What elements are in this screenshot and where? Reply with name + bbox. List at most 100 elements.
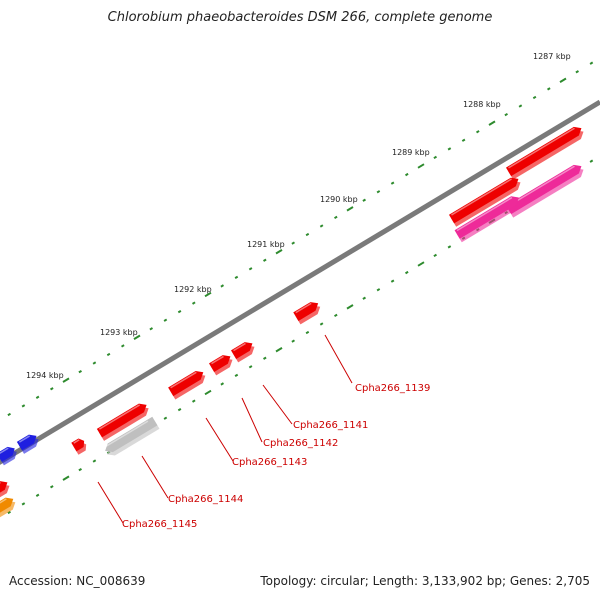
gene-pink-highlight <box>456 196 513 232</box>
outer-minor-tick <box>149 327 154 331</box>
outer-major-tick <box>204 291 212 298</box>
gene-red-upper <box>448 177 521 227</box>
inner-minor-tick <box>376 288 381 292</box>
outer-minor-tick <box>49 387 54 391</box>
inner-minor-tick <box>404 270 409 275</box>
inner-major-tick <box>346 304 354 310</box>
outer-minor-tick <box>120 344 125 348</box>
outer-minor-tick <box>319 224 324 228</box>
gene-cpha266-1139-highlight <box>295 302 312 314</box>
outer-major-tick <box>346 206 354 212</box>
gene-orange-highlight <box>0 498 7 508</box>
gene-cpha266-1145-body <box>71 438 85 452</box>
gene-red-edge <box>0 481 10 502</box>
gene-cpha266-1141-body <box>230 342 253 359</box>
inner-minor-tick <box>78 467 83 472</box>
outer-minor-tick <box>376 190 381 194</box>
outer-minor-tick <box>575 70 580 74</box>
inner-minor-tick <box>589 159 594 163</box>
kbp-tick-label: 1291 kbp <box>247 240 285 249</box>
inner-minor-tick <box>220 382 225 386</box>
gene-red-edge-body <box>0 481 8 498</box>
gene-labels: Cpha266_1139 Cpha266_1141 Cpha266_1142 Cpha… <box>122 383 430 530</box>
outer-minor-tick <box>390 181 395 185</box>
gene-pink <box>454 196 521 243</box>
outer-minor-tick <box>362 198 367 202</box>
gene-blue-body <box>16 434 37 451</box>
gene-red-upper-highlight <box>508 127 575 169</box>
gene-pink-highlight <box>508 165 575 207</box>
gene-cpha266-1144-body <box>96 403 147 438</box>
map-title: Chlorobium phaeobacteroides DSM 266, com… <box>107 10 493 25</box>
gene-pink-body <box>454 196 519 239</box>
gene-cpha266-1139-body <box>293 302 319 321</box>
genome-backbone <box>0 99 600 465</box>
gene-pink-body <box>505 164 582 215</box>
gene-label-cpha266-1145: Cpha266_1145 <box>122 519 197 530</box>
outer-minor-tick <box>163 318 168 322</box>
outer-major-tick <box>133 334 141 341</box>
outer-major-tick <box>275 249 283 255</box>
outer-major-tick <box>62 377 70 383</box>
gene-label-cpha266-1139: Cpha266_1139 <box>355 383 430 394</box>
gene-cpha266-1143-body <box>168 371 204 397</box>
outer-minor-tick <box>92 361 97 365</box>
leader-line <box>262 384 293 425</box>
outer-minor-tick <box>447 147 452 151</box>
outer-major-tick <box>488 120 496 126</box>
inner-minor-tick <box>7 510 12 515</box>
outer-minor-tick <box>35 395 40 399</box>
inner-minor-tick <box>177 408 182 412</box>
outer-major-tick <box>417 163 425 169</box>
gene-blue <box>0 446 17 466</box>
gene-cpha266-1142 <box>208 355 233 376</box>
kbp-tick-labels: 1287 kbp 1288 kbp 1289 kbp 1290 kbp 1291 kbp… <box>26 52 571 380</box>
kbp-tick-label: 1290 kbp <box>320 195 358 204</box>
outer-minor-tick <box>248 267 253 271</box>
leader-line <box>97 481 124 524</box>
leader-line <box>324 334 353 384</box>
outer-minor-tick <box>177 310 182 314</box>
outer-minor-tick <box>291 241 296 245</box>
inner-major-tick <box>204 389 212 396</box>
gene-cpha266-1145 <box>71 438 87 455</box>
outer-minor-tick <box>532 95 537 100</box>
gene-label-cpha266-1144: Cpha266_1144 <box>168 494 243 505</box>
outer-minor-tick <box>21 404 26 408</box>
inner-minor-tick <box>447 245 452 249</box>
outer-minor-tick <box>546 87 551 91</box>
gene-cpha266-1142-body <box>208 355 231 372</box>
gene-blue-highlight <box>18 435 31 443</box>
inner-minor-tick <box>390 279 395 283</box>
gene-gray <box>104 416 160 456</box>
outer-minor-tick <box>220 284 225 288</box>
gene-cpha266-1145-highlight <box>73 439 80 444</box>
kbp-tick-label: 1287 kbp <box>533 52 571 61</box>
outer-minor-tick <box>404 172 409 177</box>
outer-minor-tick <box>333 215 338 220</box>
accession-text: Accession: NC_008639 <box>9 574 146 588</box>
gene-red-upper-body <box>448 177 519 224</box>
kbp-tick-label: 1288 kbp <box>463 100 501 109</box>
genome-summary-text: Topology: circular; Length: 3,133,902 bp… <box>260 574 590 588</box>
outer-minor-tick <box>475 130 480 134</box>
inner-minor-tick <box>333 313 338 318</box>
outer-minor-tick <box>504 112 509 117</box>
inner-minor-tick <box>234 373 239 378</box>
gene-cpha266-1139 <box>293 302 321 325</box>
outer-minor-tick <box>461 138 466 142</box>
outer-tick-marks <box>7 61 594 417</box>
outer-minor-tick <box>518 104 523 108</box>
gene-blue-highlight <box>0 447 9 455</box>
leader-line <box>141 455 169 499</box>
kbp-tick-label: 1292 kbp <box>174 285 212 294</box>
outer-minor-tick <box>305 232 310 237</box>
outer-minor-tick <box>262 258 267 262</box>
inner-minor-tick <box>49 485 54 489</box>
gene-cpha266-1143 <box>168 371 206 400</box>
gene-features <box>0 126 584 519</box>
gene-blue <box>16 434 39 454</box>
gene-cpha266-1144 <box>96 403 149 441</box>
inner-minor-tick <box>191 399 196 403</box>
